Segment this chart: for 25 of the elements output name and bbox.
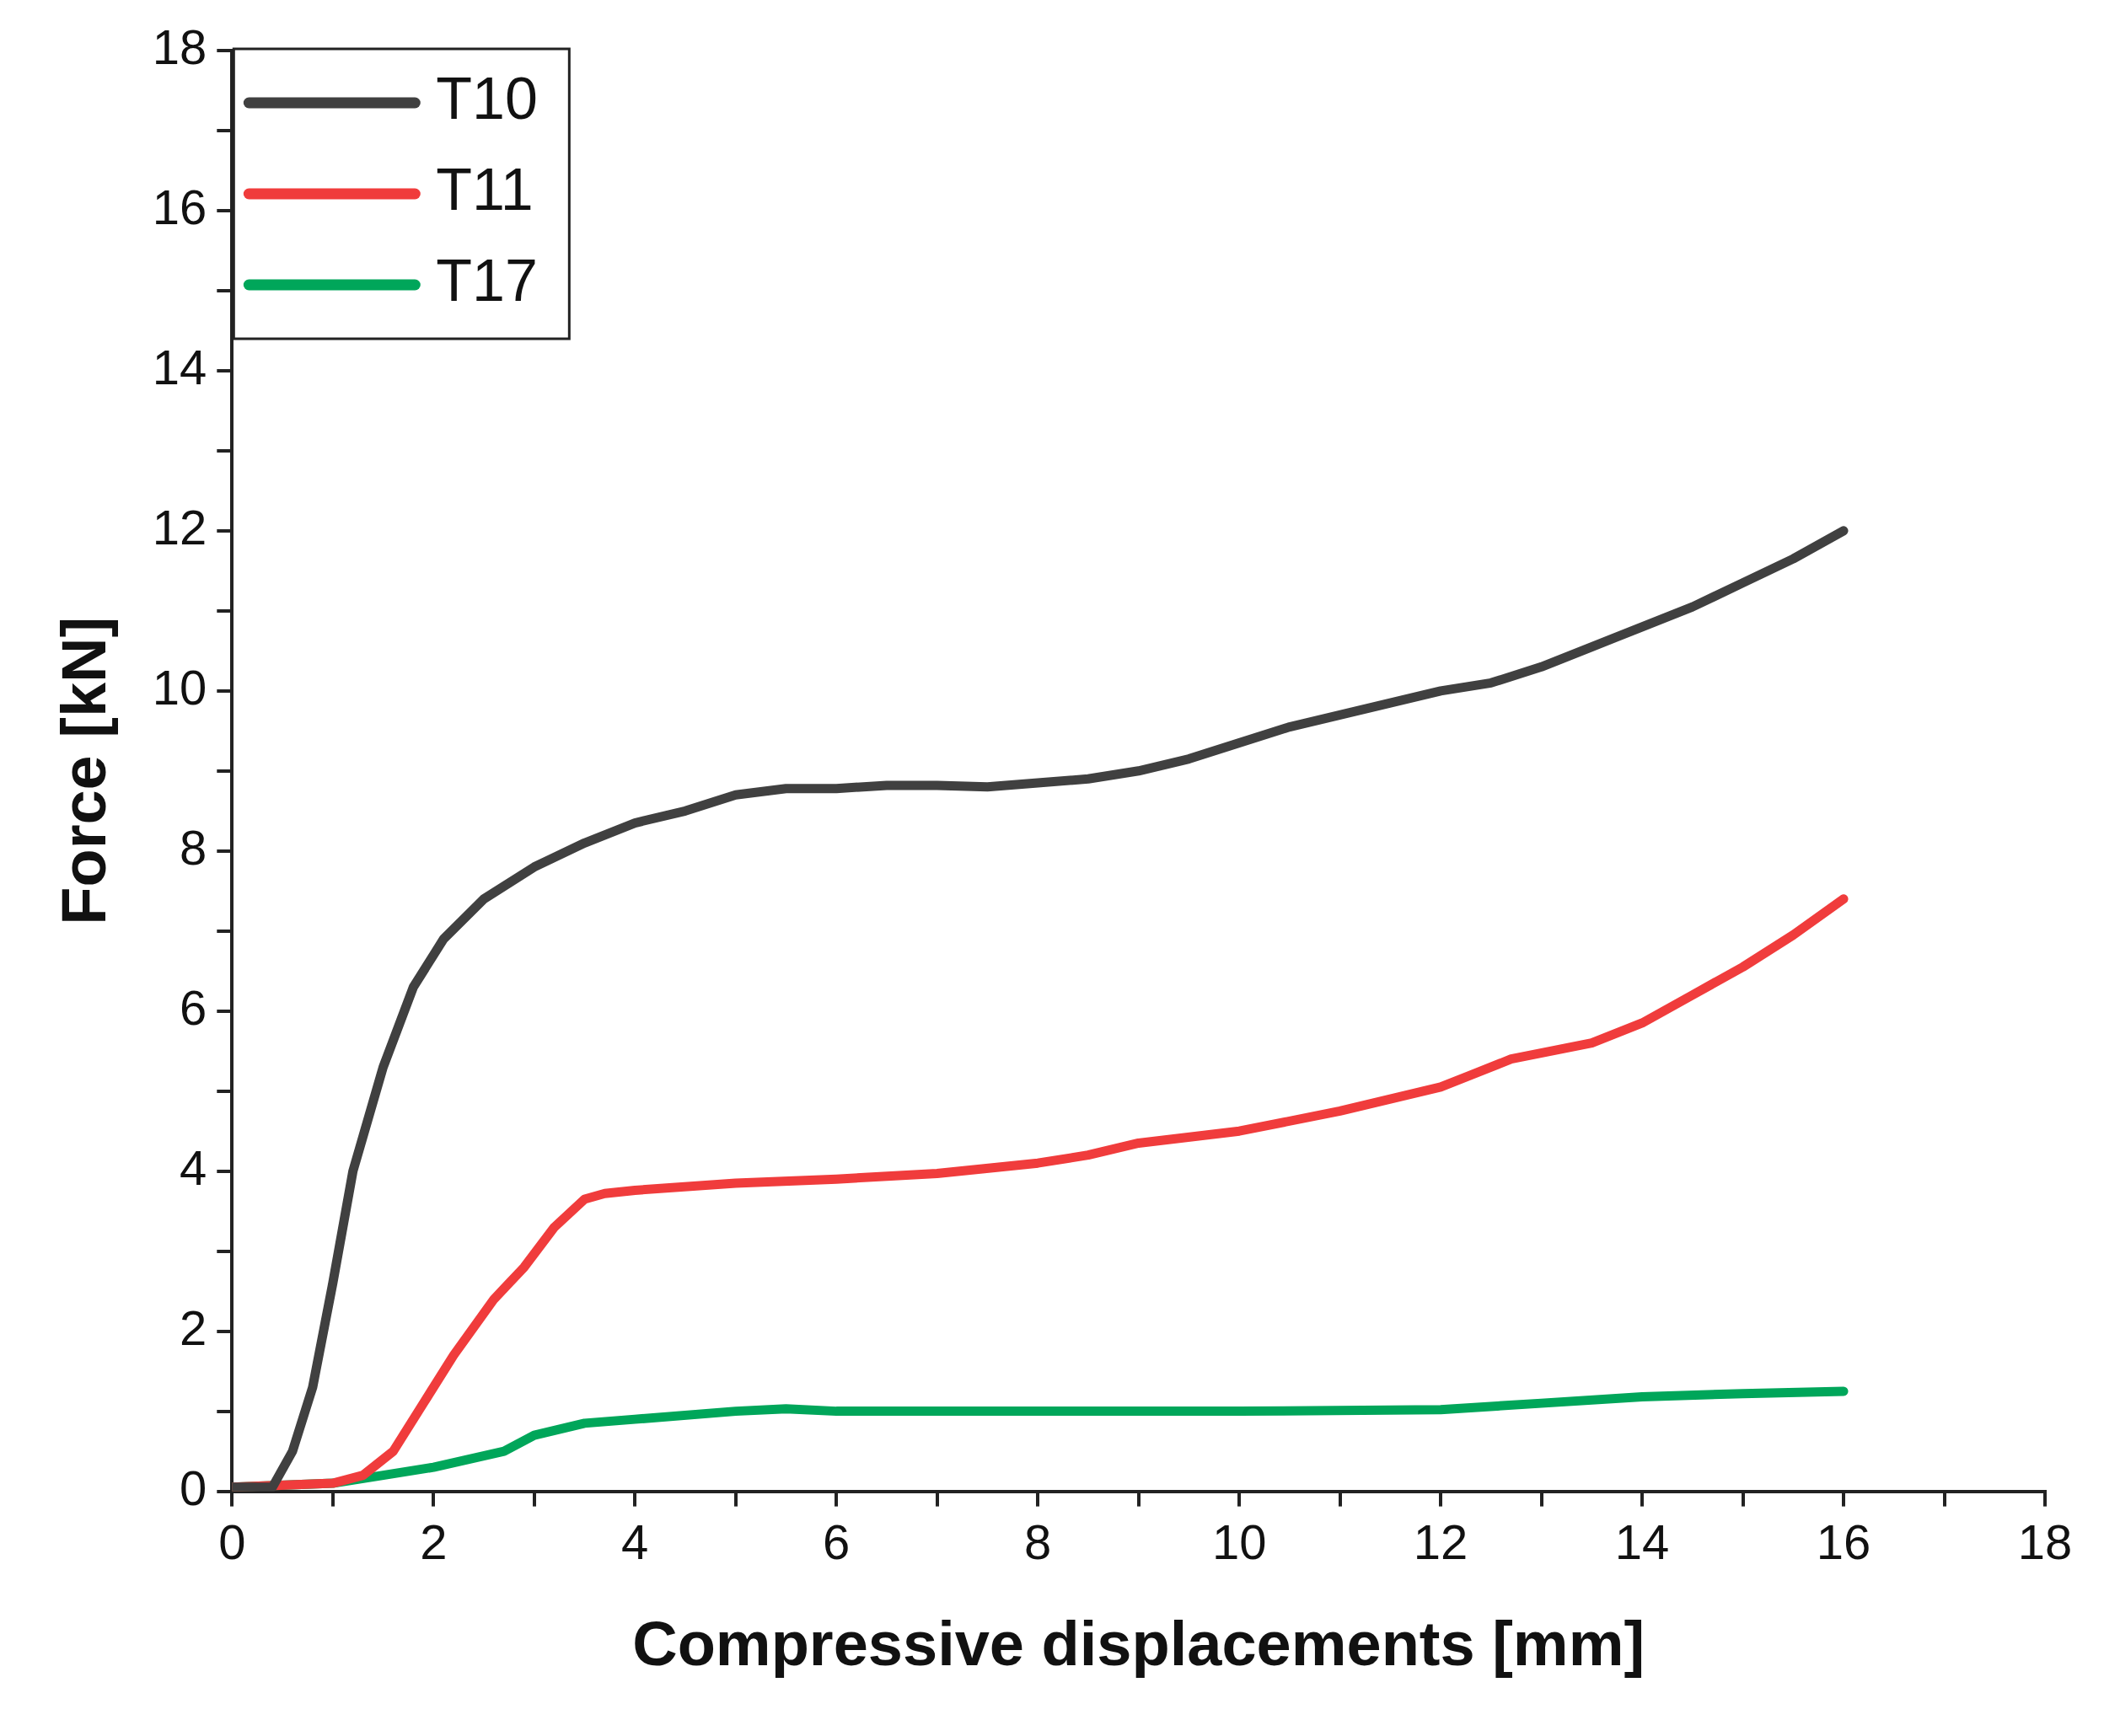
x-tick-label: 12	[1413, 1514, 1468, 1570]
x-tick-label: 18	[2017, 1514, 2073, 1570]
legend-label: T10	[436, 66, 538, 132]
y-tick-label: 18	[152, 19, 207, 74]
x-tick-label: 16	[1816, 1514, 1871, 1570]
x-tick-label: 6	[823, 1514, 851, 1570]
legend-label: T11	[436, 157, 534, 223]
x-tick-label: 10	[1211, 1514, 1267, 1570]
x-tick-label: 8	[1024, 1514, 1052, 1570]
x-axis-title: Compressive displacements [mm]	[632, 1609, 1645, 1680]
legend-label: T17	[436, 248, 538, 314]
x-tick-label: 2	[420, 1514, 448, 1570]
y-tick-label: 2	[180, 1299, 207, 1355]
x-tick-label: 0	[218, 1514, 246, 1570]
y-tick-label: 16	[152, 179, 207, 234]
y-axis-title: Force [kN]	[48, 616, 119, 925]
x-tick-label: 14	[1614, 1514, 1670, 1570]
y-tick-label: 4	[180, 1139, 207, 1195]
y-tick-label: 10	[152, 659, 207, 715]
y-tick-label: 12	[152, 499, 207, 555]
y-tick-label: 6	[180, 979, 207, 1035]
y-tick-label: 8	[180, 819, 207, 875]
x-tick-label: 4	[621, 1514, 649, 1570]
y-tick-label: 14	[152, 339, 207, 394]
y-tick-label: 0	[180, 1460, 207, 1515]
